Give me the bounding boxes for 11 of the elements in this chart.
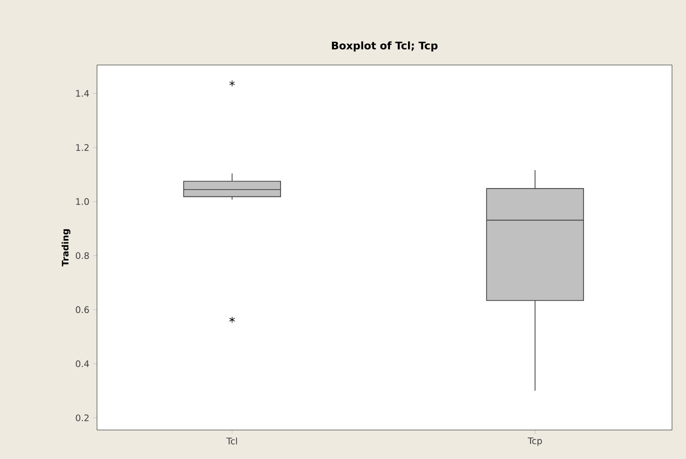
x-tick-label: Tcl (226, 438, 237, 444)
y-tick-label: 1.2 (76, 144, 89, 151)
y-tick-label: 0.2 (76, 414, 89, 422)
y-tick-label: 0.6 (76, 306, 89, 314)
y-tick-label: 1.0 (76, 198, 89, 205)
y-axis-title: Trading (62, 229, 70, 266)
y-tick-label: 0.4 (76, 360, 89, 368)
x-tick-label: Tcp (528, 438, 542, 446)
y-tick-label: 1.4 (76, 90, 89, 97)
chart-title: Boxplot of Tcl; Tcp (332, 41, 438, 52)
y-tick-label: 0.8 (76, 252, 89, 259)
